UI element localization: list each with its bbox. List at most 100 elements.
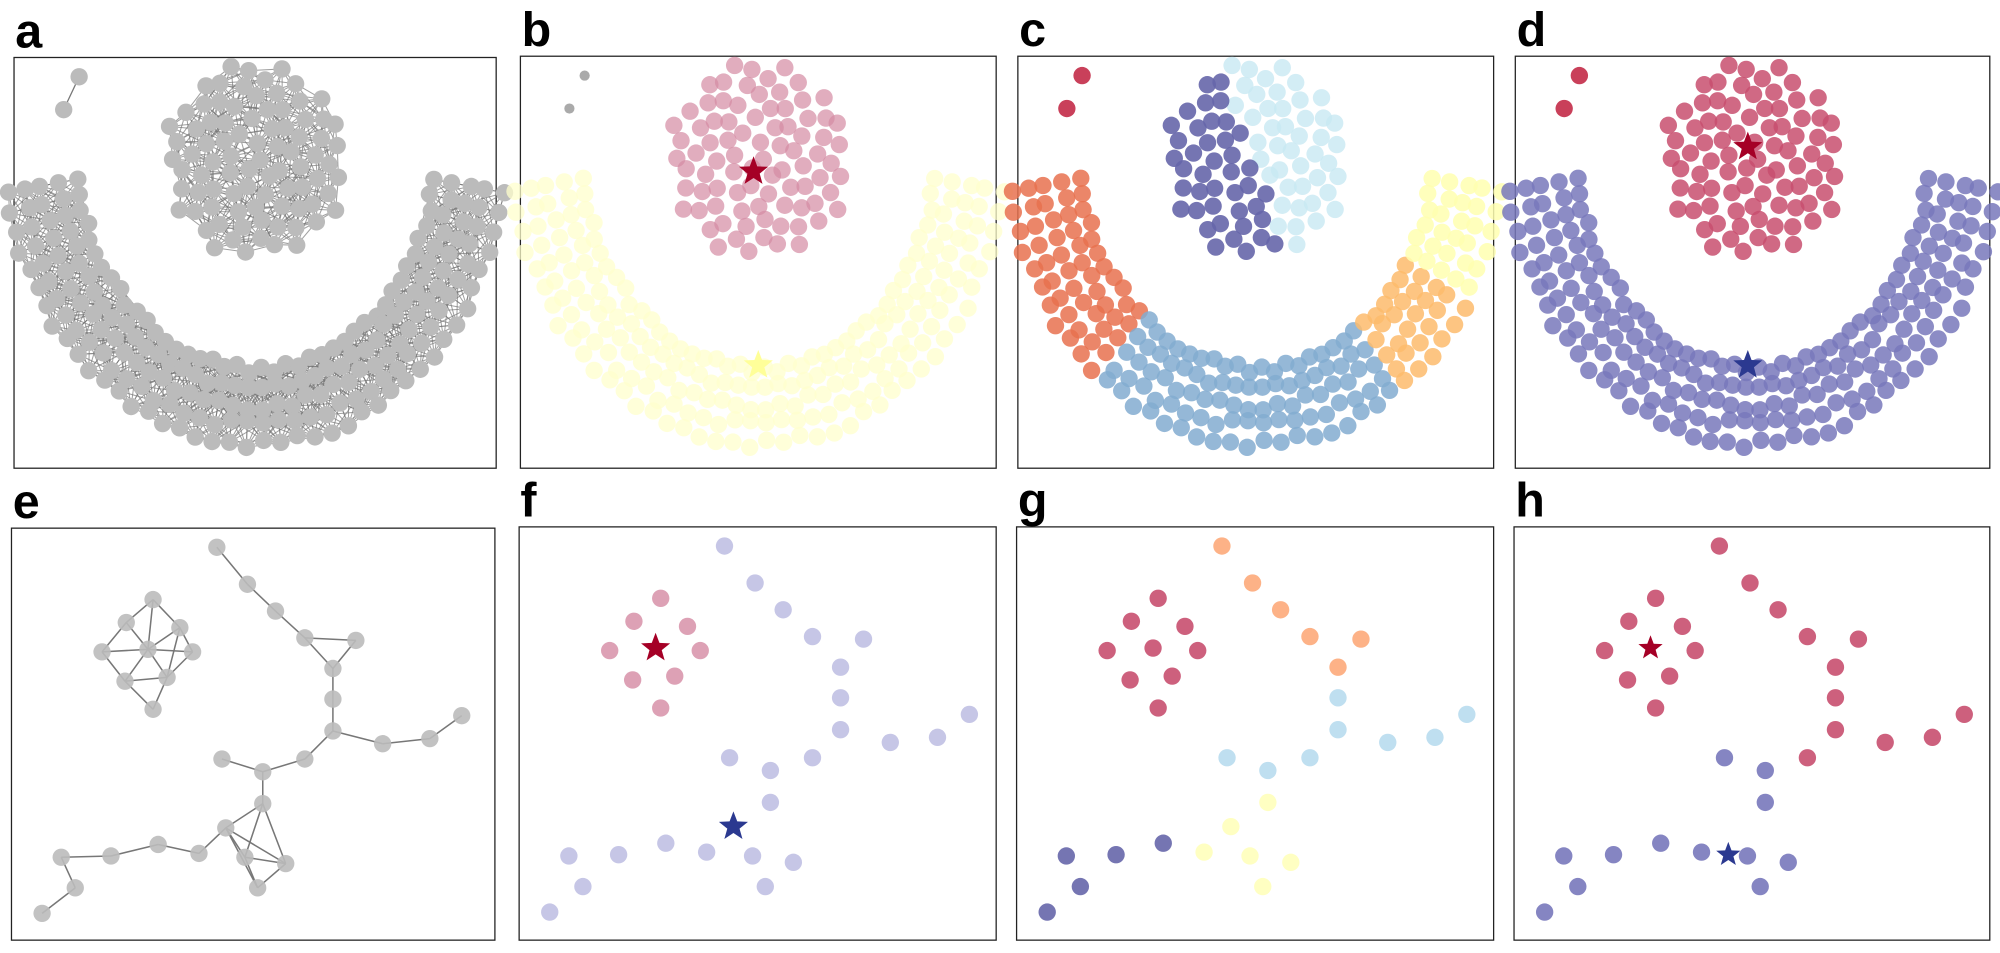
- node: [1852, 341, 1871, 359]
- node: [536, 278, 554, 296]
- panel-label: d: [1517, 3, 1547, 57]
- node: [691, 119, 710, 137]
- node: [1662, 149, 1681, 168]
- node: [236, 243, 255, 261]
- node: [1395, 371, 1414, 390]
- node: [280, 377, 298, 395]
- node: [254, 763, 272, 781]
- node: [743, 60, 761, 79]
- node: [533, 236, 551, 254]
- node: [418, 217, 436, 235]
- node: [590, 304, 608, 323]
- node: [1863, 330, 1882, 349]
- node: [1247, 197, 1265, 216]
- node: [30, 177, 49, 196]
- node: [1887, 270, 1906, 289]
- node: [564, 329, 582, 347]
- node: [1082, 361, 1101, 380]
- node: [324, 690, 342, 708]
- node: [296, 110, 315, 129]
- node: [1411, 334, 1429, 352]
- node: [755, 228, 773, 247]
- node: [1669, 200, 1687, 218]
- node: [1557, 206, 1575, 224]
- star: [743, 349, 773, 378]
- node: [252, 229, 270, 247]
- node: [706, 197, 725, 215]
- node: [1268, 83, 1286, 101]
- node: [1226, 96, 1244, 115]
- node: [716, 373, 734, 392]
- node: [1920, 237, 1938, 255]
- node: [1329, 167, 1347, 186]
- node: [201, 113, 220, 131]
- node: [729, 96, 747, 115]
- node: [442, 174, 461, 192]
- node: [586, 333, 604, 351]
- node: [1666, 132, 1685, 150]
- node: [544, 296, 562, 314]
- node: [386, 306, 405, 324]
- node: [442, 191, 460, 209]
- node: [1097, 343, 1115, 362]
- node: [1241, 847, 1259, 865]
- node: [1955, 705, 1973, 724]
- node: [1893, 256, 1911, 274]
- node: [1719, 163, 1737, 181]
- node: [746, 574, 764, 592]
- node: [1303, 194, 1322, 213]
- node: [425, 348, 444, 366]
- node: [49, 247, 67, 265]
- node: [1569, 877, 1587, 896]
- panel-frame: [1015, 526, 1495, 941]
- panel-frame: [10, 527, 496, 941]
- node: [117, 315, 136, 333]
- node: [1191, 182, 1209, 201]
- node: [1082, 214, 1101, 232]
- node: [1983, 203, 2000, 221]
- node: [599, 343, 618, 362]
- node: [149, 835, 167, 854]
- node: [1172, 419, 1190, 437]
- node: [203, 198, 221, 216]
- node: [369, 396, 388, 414]
- node: [69, 170, 87, 188]
- node: [1953, 299, 1971, 317]
- node: [1456, 299, 1475, 317]
- node: [1060, 262, 1078, 280]
- node: [222, 411, 241, 429]
- node: [1562, 279, 1580, 298]
- node: [86, 245, 104, 263]
- node: [413, 334, 431, 352]
- node: [1919, 169, 1938, 188]
- node: [733, 202, 751, 220]
- node: [759, 185, 778, 203]
- node: [57, 306, 75, 324]
- node: [1826, 658, 1845, 676]
- node: [236, 848, 254, 866]
- node: [224, 231, 242, 249]
- node: [1283, 397, 1302, 415]
- node: [1765, 394, 1783, 413]
- node: [1766, 217, 1784, 235]
- node: [1172, 200, 1190, 218]
- node: [288, 236, 306, 254]
- node: [1835, 417, 1854, 435]
- node: [237, 438, 256, 457]
- node: [858, 341, 877, 359]
- node: [79, 214, 98, 233]
- node: [1268, 394, 1287, 413]
- node: [1367, 330, 1385, 349]
- node: [1524, 217, 1542, 235]
- node: [709, 238, 727, 256]
- node: [681, 102, 699, 120]
- node: [1252, 228, 1271, 247]
- node: [727, 396, 746, 414]
- node: [462, 177, 481, 196]
- node: [1194, 165, 1212, 183]
- node: [734, 124, 752, 142]
- node: [1231, 124, 1249, 142]
- node: [1908, 267, 1927, 286]
- node: [773, 161, 791, 179]
- node: [313, 90, 331, 108]
